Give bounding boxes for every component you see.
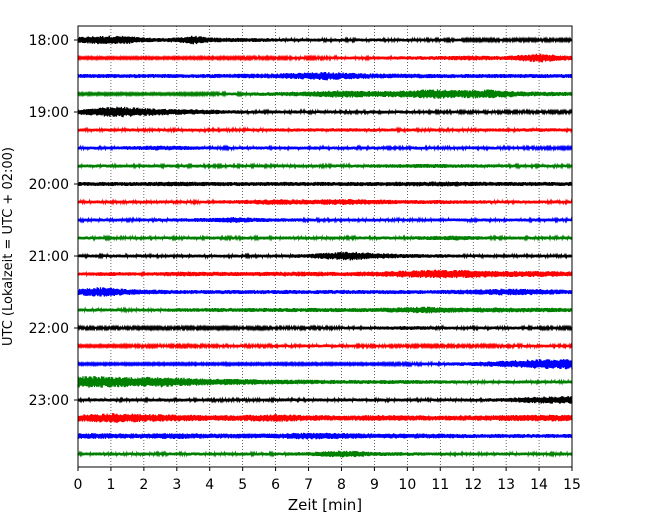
x-tick-label: 14 — [530, 477, 548, 493]
seismogram-trace — [77, 162, 573, 170]
seismogram-trace — [77, 53, 573, 63]
y-axis-label: UTC (Lokalzeit = UTC + 02:00) — [1, 147, 16, 346]
seismogram-trace — [77, 358, 573, 370]
x-tick-label: 3 — [172, 477, 181, 493]
seismogram-trace — [77, 269, 573, 279]
x-tick-label: 2 — [139, 477, 148, 493]
x-tick-label: 5 — [238, 477, 247, 493]
x-tick-label: 8 — [337, 477, 346, 493]
seismogram-trace — [77, 234, 573, 242]
x-tick-label: 1 — [106, 477, 115, 493]
seismogram-trace — [77, 216, 573, 224]
y-tick-label: 20:00 — [29, 177, 69, 193]
seismogram-trace — [77, 432, 573, 440]
seismogram-trace — [77, 450, 573, 458]
x-tick-label: 13 — [497, 477, 515, 493]
y-tick-label: 19:00 — [29, 105, 69, 121]
seismogram-trace — [77, 144, 573, 152]
seismogram-trace — [77, 376, 573, 388]
x-tick-label: 15 — [563, 477, 581, 493]
seismogram-trace — [77, 342, 573, 350]
x-tick-label: 10 — [398, 477, 416, 493]
seismogram-trace — [77, 251, 573, 261]
x-axis-label: Zeit [min] — [288, 496, 362, 514]
tick-group: 0 1 2 3 4 5 6 7 8 9 10 11 12 13 14 1518:0019:0020:0021:… — [29, 33, 581, 493]
seismogram-trace — [77, 71, 573, 81]
x-tick-label: 9 — [370, 477, 379, 493]
seismogram-trace — [77, 287, 573, 297]
seismogram-trace — [77, 106, 573, 118]
x-tick-label: 11 — [431, 477, 449, 493]
x-tick-label: 7 — [304, 477, 313, 493]
seismogram-trace — [77, 413, 573, 423]
x-tick-label: 4 — [205, 477, 214, 493]
seismogram-trace — [77, 35, 573, 45]
y-tick-label: 21:00 — [29, 249, 69, 265]
y-tick-label: 18:00 — [29, 33, 69, 49]
x-tick-label: 12 — [464, 477, 482, 493]
x-tick-label: 0 — [74, 477, 83, 493]
seismogram-trace — [77, 198, 573, 206]
seismogram-trace — [77, 126, 573, 134]
seismogram-trace — [77, 324, 573, 332]
y-tick-label: 22:00 — [29, 321, 69, 337]
y-tick-label: 23:00 — [29, 393, 69, 409]
seismogram-trace — [77, 306, 573, 314]
seismogram-trace — [77, 181, 573, 187]
x-tick-label: 6 — [271, 477, 280, 493]
plot-frame — [77, 25, 573, 468]
trace-group — [77, 35, 573, 458]
seismogram-trace — [77, 89, 573, 99]
seismogram-trace — [77, 396, 573, 404]
